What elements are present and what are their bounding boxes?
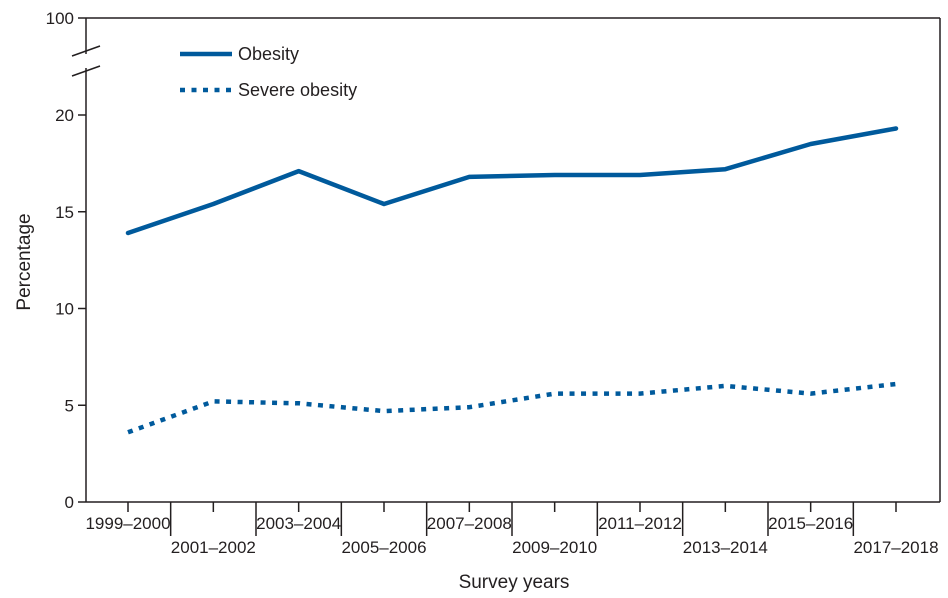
- x-axis-ticks: 1999–20002001–20022003–20042005–20062007…: [85, 502, 939, 557]
- x-tick-label: 2007–2008: [427, 514, 512, 533]
- y-axis-label: Percentage: [14, 213, 35, 310]
- series-line-obesity: [125, 126, 899, 236]
- axis-break-mark: [71, 45, 101, 57]
- x-tick-label: 1999–2000: [85, 514, 170, 533]
- x-tick-label: 2011–2012: [598, 514, 682, 533]
- legend-label: Obesity: [238, 44, 299, 64]
- x-tick-label: 2013–2014: [683, 538, 768, 557]
- legend: Obesity Severe obesity: [180, 44, 357, 100]
- y-tick-label: 10: [55, 300, 74, 319]
- axis-break-mark: [71, 65, 101, 77]
- series-lines: [125, 126, 899, 435]
- y-tick-label: 20: [55, 106, 74, 125]
- x-axis-label: Survey years: [459, 572, 570, 593]
- x-tick-label: 2001–2002: [171, 538, 256, 557]
- x-tick-label: 2003–2004: [256, 514, 341, 533]
- x-tick-label: 2015–2016: [768, 514, 853, 533]
- y-tick-label: 0: [65, 493, 74, 512]
- y-axis-ticks: 0 5 10 15 20 100: [46, 9, 86, 512]
- x-tick-label: 2017–2018: [853, 538, 938, 557]
- series-line-severe-obesity: [127, 381, 897, 435]
- x-tick-label: 2009–2010: [512, 538, 597, 557]
- axes: [71, 17, 941, 503]
- x-tick-label: 2005–2006: [341, 538, 426, 557]
- y-tick-label-break: 100: [46, 9, 74, 28]
- legend-label: Severe obesity: [238, 80, 357, 100]
- y-tick-label: 5: [65, 396, 74, 415]
- y-tick-label: 15: [55, 203, 74, 222]
